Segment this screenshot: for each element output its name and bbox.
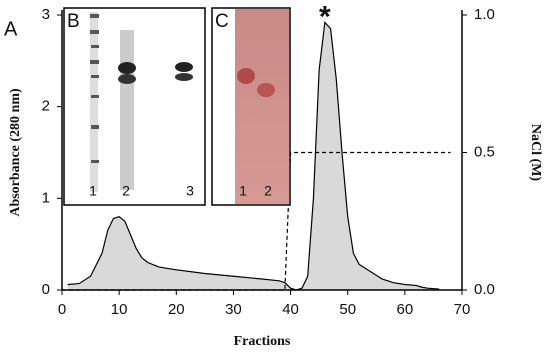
y-tick-label: 0 [42, 281, 50, 298]
x-tick-label: 40 [282, 301, 299, 318]
inset-label: B [67, 11, 80, 32]
x-tick-label: 60 [397, 301, 414, 318]
panel-label: A [4, 18, 18, 40]
lane-label: 2 [264, 183, 272, 199]
x-axis-label: Fractions [234, 334, 291, 349]
y-tick-label: 1 [42, 189, 50, 206]
x-tick-label: 30 [225, 301, 242, 318]
y-tick-label: 2 [42, 98, 50, 115]
x-tick-label: 20 [168, 301, 185, 318]
lane-label: 3 [186, 183, 194, 199]
y2-tick-label: 1.0 [474, 6, 495, 23]
line [67, 20, 440, 291]
plot-layer [62, 20, 451, 291]
lane-label: 1 [239, 183, 247, 199]
area [67, 22, 440, 290]
y-tick-label: 3 [42, 6, 50, 23]
y-axis-label: Absorbance (280 nm) [8, 88, 23, 217]
inset-label: C [215, 11, 229, 32]
lane-label: 2 [122, 183, 130, 199]
x-tick-label: 70 [454, 301, 471, 318]
x-tick-label: 0 [58, 301, 66, 318]
x-tick-label: 10 [111, 301, 128, 318]
inset-c [211, 7, 291, 206]
inset-b [63, 7, 206, 206]
y2-tick-label: 0.0 [474, 281, 495, 298]
y2-axis-label: NaCl (M) [528, 124, 543, 181]
lane-label: 1 [89, 183, 97, 199]
x-tick-label: 50 [339, 301, 356, 318]
annotation: * [319, 0, 331, 33]
y2-tick-label: 0.5 [474, 143, 495, 160]
